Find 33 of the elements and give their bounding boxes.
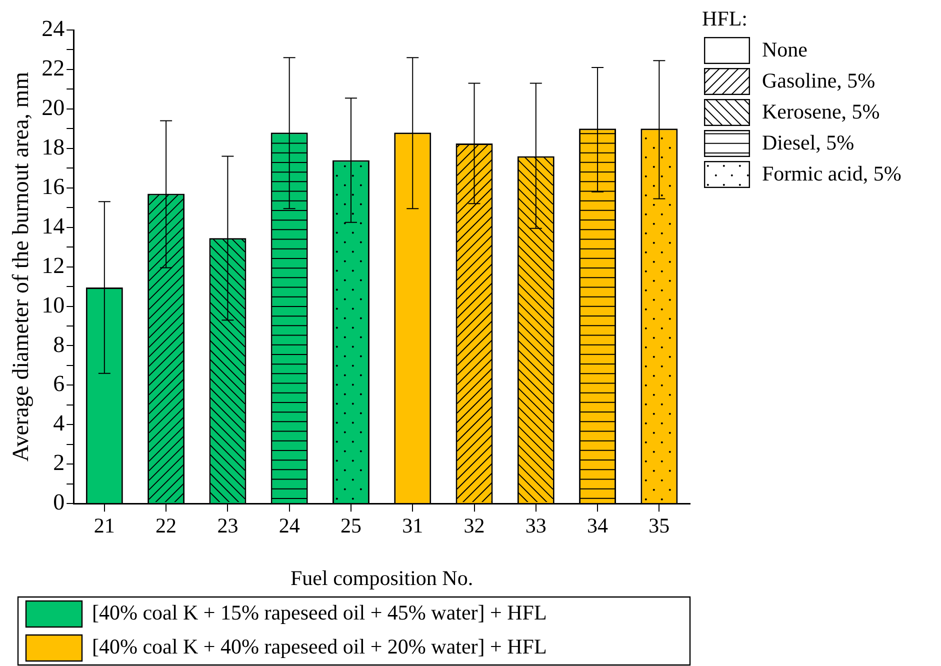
x-tick-label: 22 (156, 514, 177, 538)
x-tick-label: 25 (340, 514, 362, 538)
y-tick-label: 20 (42, 94, 65, 120)
y-tick-label: 0 (53, 490, 65, 515)
x-tick-label: 35 (648, 514, 670, 538)
x-tick-label: 33 (525, 514, 546, 538)
y-tick-label: 24 (42, 16, 66, 42)
y-tick-label: 6 (53, 371, 65, 396)
text: None (762, 38, 808, 62)
y-tick-label: 22 (42, 56, 65, 81)
y-tick-label: 16 (42, 174, 65, 199)
y-tick-label: 8 (53, 332, 65, 357)
y-tick-label: 4 (53, 410, 66, 436)
y-tick-label: 14 (42, 213, 66, 238)
x-tick-label: 23 (217, 514, 238, 538)
x-tick-label: 24 (278, 514, 300, 538)
y-tick-label: 12 (42, 252, 65, 278)
y-tick-label: 2 (53, 450, 65, 476)
text: Diesel, 5% (762, 130, 854, 155)
x-tick-label: 31 (402, 514, 424, 538)
legend-label: [40% coal K + 40% rapeseed oil + 20% water] + HFL (92, 634, 547, 659)
y-tick-label: 10 (42, 292, 65, 318)
legend-title: HFL: (702, 6, 748, 31)
text: Kerosene, 5% (762, 100, 880, 124)
y-tick-label: 18 (42, 134, 65, 160)
x-tick-label: 32 (464, 514, 485, 538)
x-tick-label: 21 (94, 514, 115, 538)
text: Gasoline, 5% (762, 68, 876, 93)
x-tick-label: 34 (587, 514, 609, 538)
x-axis-title: Fuel composition No. (290, 566, 474, 590)
legend-label: [40% coal K + 15% rapeseed oil + 45% water] + HFL (92, 600, 547, 625)
y-axis-title: Average diameter of the burnout area, mm (8, 72, 33, 462)
text: Formic acid, 5% (762, 162, 902, 186)
